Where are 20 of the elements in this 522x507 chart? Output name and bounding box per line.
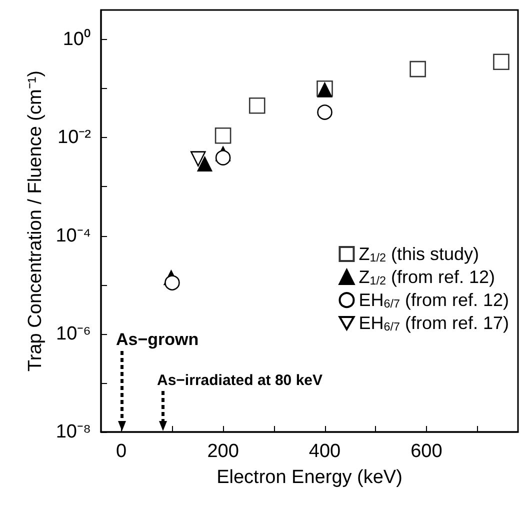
annotation: As−grown: [116, 330, 199, 349]
y-tick-label: 10⁻⁴: [56, 225, 91, 246]
y-tick-label: 10⁻²: [58, 127, 91, 148]
y-tick-label: 10⁰: [62, 28, 91, 50]
point: [215, 150, 231, 166]
x-tick-label: 400: [308, 441, 341, 462]
y-tick-label: 10⁻⁸: [56, 422, 91, 442]
y-tick-label: 10⁻⁶: [56, 323, 91, 344]
point: [164, 275, 180, 290]
point: [410, 60, 426, 78]
point: [197, 156, 212, 172]
y-axis-title: Trap Concentration / Fluence (cm⁻¹): [24, 70, 46, 372]
annotation: As−irradiated at 80 keV: [157, 372, 323, 389]
x-tick-label: 200: [207, 441, 239, 462]
x-axis-title: Electron Energy (keV): [216, 467, 402, 488]
x-tick-label: 600: [410, 441, 442, 462]
x-tick-label: 0: [116, 441, 127, 462]
point: [214, 127, 232, 144]
point: [493, 54, 510, 70]
point: [248, 97, 266, 114]
